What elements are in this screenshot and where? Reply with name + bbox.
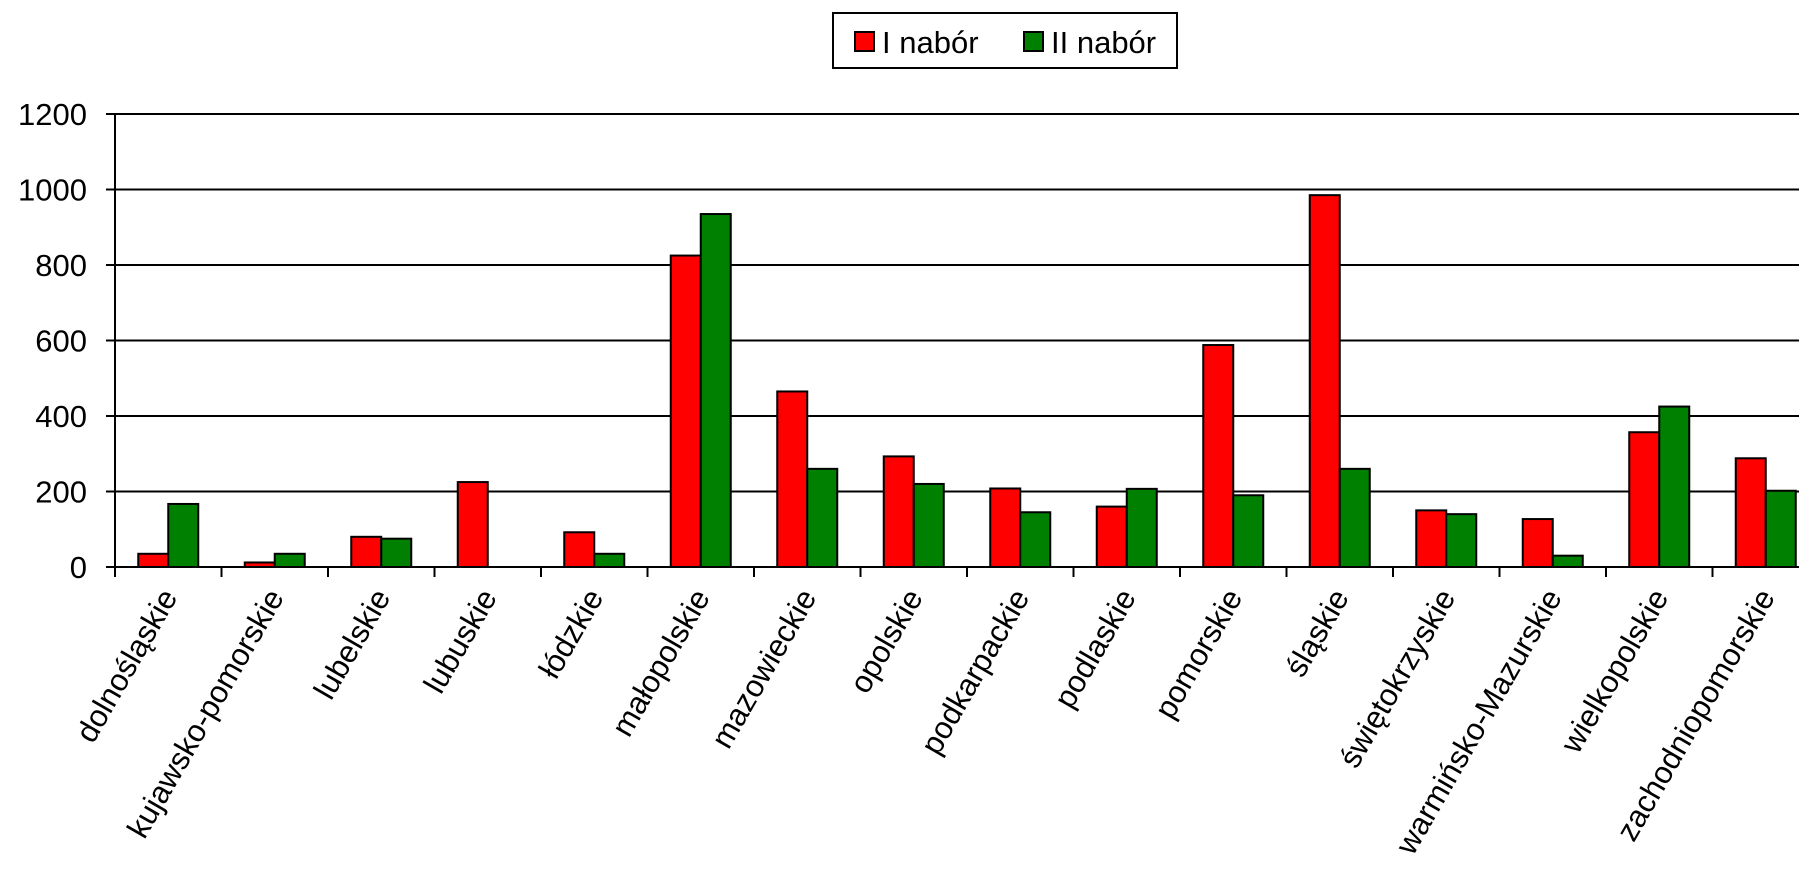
bar xyxy=(1445,513,1478,569)
gridlines xyxy=(115,113,1799,493)
x-category-label: mazowieckie xyxy=(704,583,823,754)
bar xyxy=(1095,505,1128,569)
y-axis-ticks: 0 200 400 600 800 1000 1200 xyxy=(18,97,115,585)
y-tick-label: 1000 xyxy=(18,173,87,208)
legend-swatch xyxy=(854,31,875,52)
bars xyxy=(137,194,1797,569)
x-category-label: świętokrzyskie xyxy=(1332,583,1462,774)
bar xyxy=(1232,494,1265,568)
x-category-label: dolnośląskie xyxy=(69,583,185,748)
bar xyxy=(563,531,596,569)
y-tick-label: 200 xyxy=(35,475,87,510)
x-category-label: podlaskie xyxy=(1047,583,1143,714)
bar xyxy=(912,482,945,569)
x-category-label: opolskie xyxy=(843,583,930,699)
y-tick-label: 600 xyxy=(35,324,87,359)
bar xyxy=(806,467,839,569)
bar xyxy=(137,552,170,568)
x-category-label: pomorskie xyxy=(1148,583,1250,724)
y-tick-label: 400 xyxy=(35,399,87,434)
x-category-label: podkarpackie xyxy=(914,583,1037,760)
legend-label: I nabór xyxy=(882,25,979,60)
legend-swatch xyxy=(1023,31,1044,52)
bar xyxy=(1125,487,1158,569)
axes xyxy=(114,114,1799,577)
legend: I nabór II nabór xyxy=(832,12,1178,69)
bar xyxy=(1764,489,1797,568)
bar xyxy=(1202,344,1235,568)
bar xyxy=(1658,405,1691,568)
x-category-label: wielkopolskie xyxy=(1553,583,1675,760)
bar xyxy=(1734,457,1767,568)
bar xyxy=(1551,554,1584,568)
y-tick-label: 1200 xyxy=(18,97,87,132)
x-category-label: lubuskie xyxy=(417,583,504,699)
bar xyxy=(167,502,200,568)
bar xyxy=(350,535,383,568)
legend-box xyxy=(832,12,1178,69)
bar xyxy=(669,254,702,568)
bar xyxy=(273,552,306,568)
bar xyxy=(882,455,915,568)
x-category-label: śląskie xyxy=(1278,583,1356,683)
bar xyxy=(989,487,1022,569)
bar xyxy=(593,552,626,568)
bar xyxy=(776,390,809,568)
y-tick-label: 0 xyxy=(70,550,87,585)
bar xyxy=(1415,509,1448,568)
bar xyxy=(1521,518,1554,568)
bar xyxy=(456,481,489,568)
x-category-label: lubelskie xyxy=(307,583,398,705)
bar xyxy=(1308,194,1341,568)
bar xyxy=(380,537,413,568)
bar xyxy=(699,213,732,568)
bar xyxy=(1019,511,1052,569)
bar xyxy=(1338,467,1371,569)
y-tick-label: 800 xyxy=(35,248,87,283)
bar xyxy=(1628,431,1661,569)
x-category-label: łódzkie xyxy=(532,583,611,684)
legend-label: II nabór xyxy=(1051,25,1156,60)
x-category-label: małopolskie xyxy=(605,583,717,742)
